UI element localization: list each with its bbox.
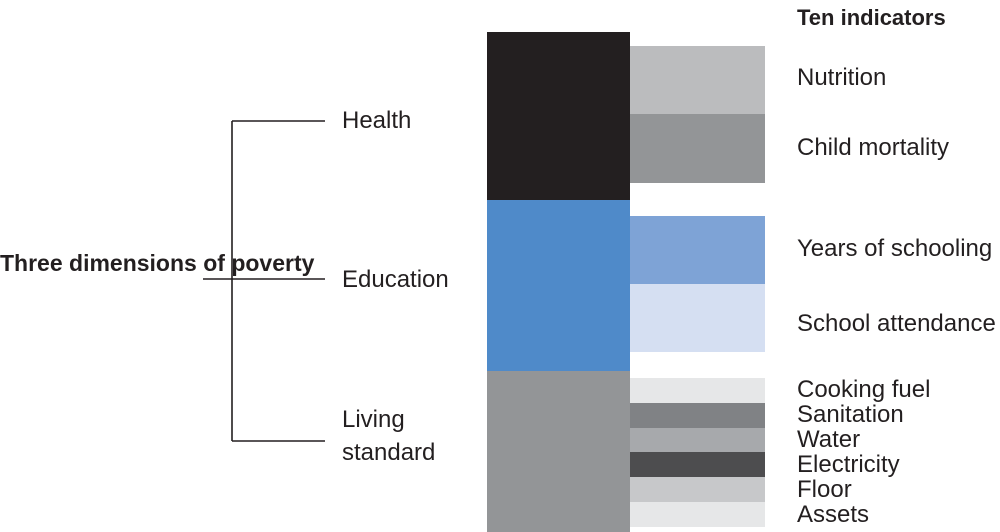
indicator-block-school-attendance (630, 284, 765, 352)
dimension-label-education: Education (342, 266, 449, 293)
indicator-block-cooking-fuel (630, 378, 765, 403)
indicator-block-child-mortality (630, 114, 765, 183)
indicator-block-floor (630, 477, 765, 502)
indicators-heading: Ten indicators (797, 5, 946, 30)
dimension-label-living-line2: standard (342, 439, 436, 466)
indicator-label-years-of-schooling: Years of schooling (797, 235, 993, 262)
indicator-label-child-mortality: Child mortality (797, 134, 950, 161)
indicator-label-assets: Assets (797, 501, 870, 528)
indicator-block-water (630, 428, 765, 452)
indicator-block-nutrition (630, 46, 765, 114)
dimension-label-health: Health (342, 107, 412, 134)
indicator-label-floor: Floor (797, 476, 852, 503)
dimension-block-education (487, 200, 630, 371)
indicator-block-years-of-schooling (630, 216, 765, 284)
indicator-label-cooking-fuel: Cooking fuel (797, 376, 931, 403)
indicator-block-electricity (630, 452, 765, 477)
dimension-block-health (487, 32, 630, 200)
indicator-label-nutrition: Nutrition (797, 64, 887, 91)
dimension-label-living-line1: Living (342, 406, 405, 433)
indicator-label-sanitation: Sanitation (797, 401, 904, 428)
indicator-block-sanitation (630, 403, 765, 428)
dimension-block-living (487, 371, 630, 532)
diagram-title: Three dimensions of poverty (0, 250, 315, 276)
indicator-label-electricity: Electricity (797, 451, 900, 478)
indicator-label-school-attendance: School attendance (797, 310, 996, 337)
indicator-block-assets (630, 502, 765, 527)
indicator-label-water: Water (797, 426, 861, 453)
